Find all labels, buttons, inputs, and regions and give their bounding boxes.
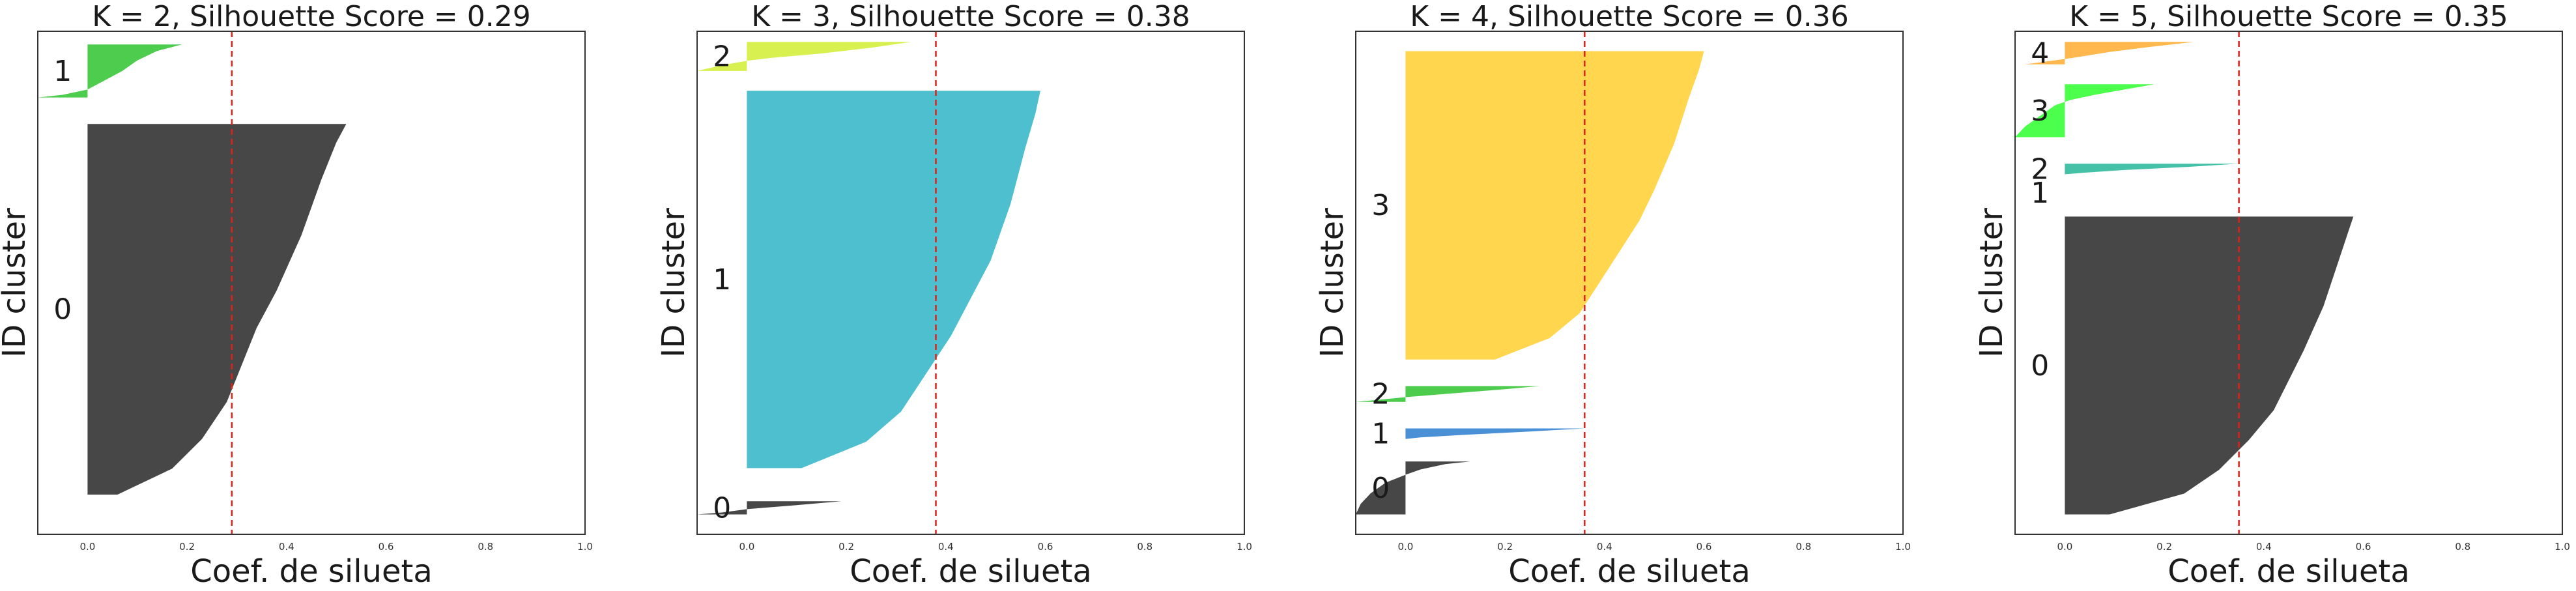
y-axis-label: ID cluster — [655, 208, 692, 358]
cluster-3-label: 3 — [1371, 189, 1390, 222]
x-tick-label: 0.6 — [2356, 541, 2371, 553]
x-tick-label: 0.4 — [1597, 541, 1612, 553]
cluster-1-label: 1 — [713, 263, 731, 296]
y-axis-label: ID cluster — [1973, 208, 2010, 358]
cluster-0-silhouette — [1356, 461, 1470, 515]
x-tick-label: 1.0 — [1895, 541, 1911, 553]
plot-frame — [37, 31, 586, 535]
cluster-1-silhouette — [747, 91, 1040, 468]
cluster-2-label: 2 — [2031, 152, 2049, 186]
cluster-2-silhouette — [1356, 386, 1540, 402]
cluster-1-label: 1 — [53, 55, 72, 88]
plot-frame — [1355, 31, 1904, 535]
x-axis-label: Coef. de silueta — [2168, 553, 2409, 590]
x-tick-label: 0.6 — [1696, 541, 1712, 553]
plot-frame — [696, 31, 1245, 535]
x-tick-label: 1.0 — [2555, 541, 2570, 553]
x-tick-label: 0.8 — [1137, 541, 1152, 553]
chart-title: K = 4, Silhouette Score = 0.36 — [1410, 0, 1848, 33]
y-axis-label: ID cluster — [0, 208, 33, 358]
x-tick-label: 1.0 — [577, 541, 593, 553]
x-tick-label: 0.0 — [79, 541, 95, 553]
x-tick-label: 0.0 — [2057, 541, 2072, 553]
x-tick-label: 0.6 — [1038, 541, 1053, 553]
chart-title: K = 2, Silhouette Score = 0.29 — [92, 0, 530, 33]
x-tick-label: 0.4 — [2256, 541, 2272, 553]
cluster-0-label: 0 — [713, 491, 731, 525]
cluster-0-silhouette — [697, 501, 842, 515]
x-tick-label: 0.8 — [2455, 541, 2470, 553]
x-tick-label: 1.0 — [1237, 541, 1252, 553]
x-tick-label: 0.0 — [739, 541, 754, 553]
cluster-3-silhouette — [2015, 84, 2154, 137]
x-tick-label: 0.2 — [2156, 541, 2172, 553]
x-tick-label: 0.0 — [1397, 541, 1413, 553]
silhouette-panel-3: 0 1 2 3 0.0 0.2 0.4 0.6 0.8 1.0 K = 4, Silhouette … — [1314, 0, 1911, 590]
cluster-3-label: 3 — [2031, 94, 2049, 128]
cluster-1-silhouette — [1405, 428, 1585, 439]
cluster-2-label: 2 — [713, 40, 731, 74]
cluster-2-silhouette — [2065, 164, 2239, 175]
x-tick-label: 0.8 — [1796, 541, 1811, 553]
x-tick-label: 0.4 — [279, 541, 294, 553]
x-tick-label: 0.2 — [179, 541, 195, 553]
cluster-3-silhouette — [1405, 51, 1704, 360]
cluster-4-label: 4 — [2031, 37, 2049, 70]
x-axis-label: Coef. de silueta — [190, 553, 432, 590]
x-tick-label: 0.4 — [938, 541, 954, 553]
x-tick-label: 0.2 — [1497, 541, 1513, 553]
cluster-2-silhouette — [697, 42, 911, 71]
x-tick-label: 0.6 — [379, 541, 394, 553]
cluster-4-silhouette — [2025, 42, 2194, 65]
silhouette-panel-1: 0 1 0.0 0.2 0.4 0.6 0.8 1.0 K = 2, Silhouette Sc… — [0, 0, 593, 590]
silhouette-panel-2: 0 1 2 0.0 0.2 0.4 0.6 0.8 1.0 K = 3, Silhouette S… — [655, 0, 1252, 590]
cluster-1-label: 1 — [2031, 177, 2049, 210]
x-tick-label: 0.2 — [838, 541, 854, 553]
cluster-2-label: 2 — [1371, 378, 1390, 411]
x-axis-label: Coef. de silueta — [1508, 553, 1750, 590]
chart-title: K = 3, Silhouette Score = 0.38 — [751, 0, 1190, 33]
cluster-0-label: 0 — [53, 293, 72, 326]
cluster-0-label: 0 — [1371, 472, 1390, 505]
x-axis-label: Coef. de silueta — [850, 553, 1091, 590]
cluster-1-label: 1 — [1371, 418, 1390, 451]
cluster-0-label: 0 — [2031, 349, 2049, 382]
silhouette-panel-4: 0 12 3 4 0.0 0.2 0.4 0.6 0.8 1.0 K = 5, Silhouette… — [1973, 0, 2570, 590]
y-axis-label: ID cluster — [1314, 208, 1351, 358]
cluster-0-silhouette — [2065, 216, 2354, 515]
plot-frame — [2014, 31, 2563, 535]
x-tick-label: 0.8 — [478, 541, 493, 553]
cluster-0-silhouette — [87, 124, 347, 495]
chart-title: K = 5, Silhouette Score = 0.35 — [2069, 0, 2508, 33]
cluster-1-silhouette — [38, 44, 182, 98]
